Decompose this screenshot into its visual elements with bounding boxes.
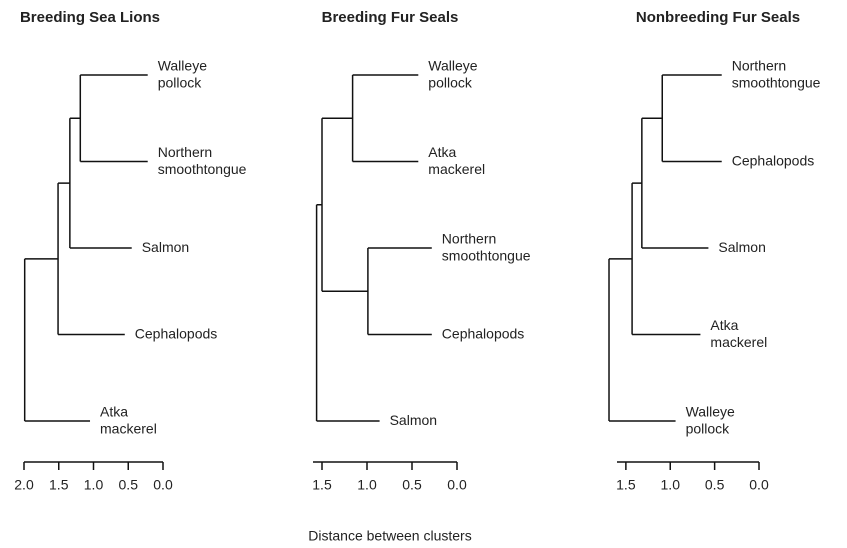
x-tick-label: 0.5 bbox=[119, 477, 139, 493]
leaf-label: Salmon bbox=[390, 412, 437, 428]
leaf-label: Walleye pollock bbox=[158, 57, 207, 90]
x-axis-label: Distance between clusters bbox=[308, 528, 471, 544]
x-tick-label: 1.0 bbox=[661, 477, 681, 493]
leaf-label: Northern smoothtongue bbox=[158, 144, 247, 177]
x-tick-label: 1.0 bbox=[84, 477, 104, 493]
leaf-label: Atka mackerel bbox=[428, 144, 485, 177]
x-tick-label: 1.5 bbox=[616, 477, 636, 493]
x-tick-label: 0.5 bbox=[402, 477, 422, 493]
leaf-label: Atka mackerel bbox=[100, 403, 157, 436]
x-tick-label: 1.5 bbox=[312, 477, 332, 493]
leaf-label: Cephalopods bbox=[732, 152, 815, 168]
panel-title: Breeding Sea Lions bbox=[20, 9, 160, 26]
panel-title: Breeding Fur Seals bbox=[322, 9, 459, 26]
leaf-label: Cephalopods bbox=[135, 325, 218, 341]
leaf-label: Salmon bbox=[142, 239, 189, 255]
leaf-label: Walleye pollock bbox=[428, 57, 477, 90]
leaf-label: Northern smoothtongue bbox=[732, 57, 821, 90]
x-tick-label: 0.0 bbox=[447, 477, 467, 493]
leaf-label: Cephalopods bbox=[442, 325, 525, 341]
leaf-label: Northern smoothtongue bbox=[442, 230, 531, 263]
leaf-label: Walleye pollock bbox=[686, 403, 735, 436]
leaf-label: Atka mackerel bbox=[710, 317, 767, 350]
leaf-label: Salmon bbox=[718, 239, 765, 255]
x-tick-label: 1.5 bbox=[49, 477, 69, 493]
x-tick-label: 1.0 bbox=[357, 477, 377, 493]
x-tick-label: 0.0 bbox=[153, 477, 173, 493]
x-tick-label: 0.5 bbox=[705, 477, 725, 493]
panel-title: Nonbreeding Fur Seals bbox=[636, 9, 800, 26]
x-tick-label: 2.0 bbox=[14, 477, 34, 493]
x-tick-label: 0.0 bbox=[749, 477, 769, 493]
